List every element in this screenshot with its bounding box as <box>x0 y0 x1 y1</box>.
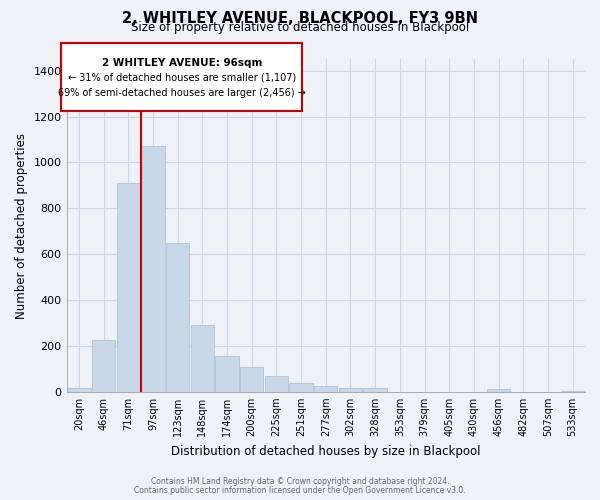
X-axis label: Distribution of detached houses by size in Blackpool: Distribution of detached houses by size … <box>171 444 481 458</box>
Text: ← 31% of detached houses are smaller (1,107): ← 31% of detached houses are smaller (1,… <box>68 72 296 83</box>
Bar <box>561 390 584 392</box>
Text: 2, WHITLEY AVENUE, BLACKPOOL, FY3 9BN: 2, WHITLEY AVENUE, BLACKPOOL, FY3 9BN <box>122 11 478 26</box>
Bar <box>265 376 288 392</box>
Bar <box>67 388 91 392</box>
Bar <box>240 368 263 392</box>
Bar <box>339 388 362 392</box>
Text: 69% of semi-detached houses are larger (2,456) →: 69% of semi-detached houses are larger (… <box>58 88 306 98</box>
Y-axis label: Number of detached properties: Number of detached properties <box>15 132 28 318</box>
Bar <box>191 326 214 392</box>
Bar <box>215 356 239 392</box>
Bar <box>166 242 190 392</box>
Bar <box>116 183 140 392</box>
Bar <box>487 389 511 392</box>
Bar <box>314 386 337 392</box>
Bar <box>289 382 313 392</box>
Text: Size of property relative to detached houses in Blackpool: Size of property relative to detached ho… <box>131 22 469 35</box>
Text: 2 WHITLEY AVENUE: 96sqm: 2 WHITLEY AVENUE: 96sqm <box>102 58 262 68</box>
Bar <box>364 388 387 392</box>
Bar <box>141 146 164 392</box>
Bar <box>92 340 115 392</box>
Text: Contains HM Land Registry data © Crown copyright and database right 2024.: Contains HM Land Registry data © Crown c… <box>151 477 449 486</box>
Text: Contains public sector information licensed under the Open Government Licence v3: Contains public sector information licen… <box>134 486 466 495</box>
FancyBboxPatch shape <box>61 42 302 111</box>
